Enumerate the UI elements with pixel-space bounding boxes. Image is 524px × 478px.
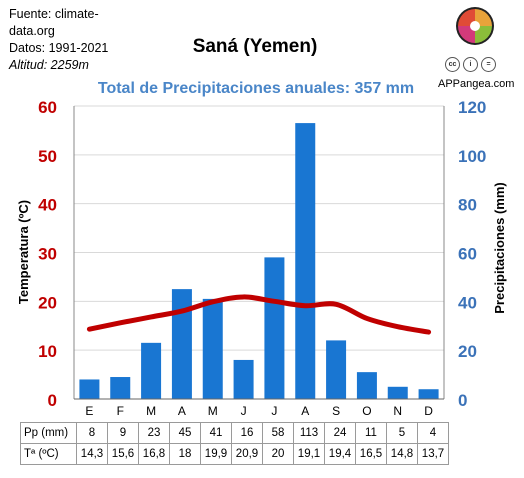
- table-cell: 23: [138, 422, 170, 444]
- y-axis-right-label: Precipitaciones (mm): [492, 182, 507, 314]
- table-cell: 24: [324, 422, 356, 444]
- table-cell: 19,4: [324, 443, 356, 465]
- brand-label: APPangea.com: [438, 78, 515, 90]
- appangea-logo-icon: [456, 7, 494, 45]
- precipitation-bar: [295, 123, 316, 399]
- precipitation-bar: [387, 386, 408, 399]
- temperature-point: [428, 331, 430, 333]
- attribution-icon: i: [463, 57, 478, 72]
- y-right-tick-label: 60: [458, 245, 477, 264]
- table-cell: 41: [200, 422, 232, 444]
- y-right-tick-label: 40: [458, 293, 477, 312]
- chart-subtitle: Total de Precipitaciones anuales: 357 mm: [97, 80, 415, 97]
- table-cell: 20,9: [231, 443, 263, 465]
- temperature-point: [181, 310, 183, 312]
- x-tick-label: M: [146, 404, 156, 418]
- temperature-point: [88, 328, 90, 330]
- x-tick-label: O: [362, 404, 371, 418]
- x-tick-label: M: [208, 404, 218, 418]
- precipitation-bar: [356, 372, 377, 399]
- y-left-tick-label: 0: [48, 391, 57, 410]
- table-cell: 14,8: [386, 443, 418, 465]
- precipitation-bar: [171, 289, 192, 399]
- y-axis-left-label: Temperatura (ºC): [16, 200, 31, 304]
- temperature-point: [304, 305, 306, 307]
- table-cell: 16: [231, 422, 263, 444]
- x-tick-label: D: [424, 404, 433, 418]
- precipitation-bar: [264, 257, 285, 399]
- table-cell: 18: [169, 443, 201, 465]
- y-right-tick-label: 0: [458, 391, 467, 410]
- table-cell: 58: [262, 422, 294, 444]
- table-cell: 13,7: [417, 443, 449, 465]
- precipitation-bar: [110, 377, 131, 399]
- precipitation-bar: [326, 340, 347, 399]
- license-badges: cc i =: [445, 57, 496, 72]
- precipitation-bar: [79, 379, 100, 399]
- temperature-point: [119, 322, 121, 324]
- table-cell: 4: [417, 422, 449, 444]
- x-tick-label: S: [332, 404, 340, 418]
- table-cell: 9: [107, 422, 139, 444]
- y-right-tick-label: 100: [458, 147, 486, 166]
- table-row: Pp (mm) 8 9 23 45 41 16 58 113 24 11 5 4: [20, 422, 449, 444]
- table-row: Tª (ºC) 14,3 15,6 16,8 18 19,9 20,9 20 19,1 19,4 1…: [20, 443, 449, 465]
- table-cell: 14,3: [76, 443, 108, 465]
- temperature-point: [243, 296, 245, 298]
- x-tick-label: J: [241, 404, 247, 418]
- table-cell: 19,9: [200, 443, 232, 465]
- x-tick-label: A: [178, 404, 186, 418]
- y-right-tick-label: 80: [458, 196, 477, 215]
- table-cell: 16,5: [355, 443, 387, 465]
- x-tick-label: E: [85, 404, 93, 418]
- creative-commons-icon: cc: [445, 57, 460, 72]
- source-info: Fuente: climate- data.org Datos: 1991-20…: [9, 6, 127, 74]
- table-cell: 45: [169, 422, 201, 444]
- precipitation-bar: [233, 359, 254, 399]
- precipitation-bar: [418, 389, 439, 399]
- y-left-tick-label: 50: [38, 147, 57, 166]
- x-tick-label: A: [301, 404, 309, 418]
- table-cell: 16,8: [138, 443, 170, 465]
- temperature-point: [150, 316, 152, 318]
- x-tick-label: N: [393, 404, 402, 418]
- source-dates: Datos: 1991-2021: [9, 41, 109, 55]
- table-cell: 15,6: [107, 443, 139, 465]
- source-altitude: Altitud: 2259m: [9, 58, 89, 72]
- precipitation-bar: [141, 342, 162, 399]
- equals-icon: =: [481, 57, 496, 72]
- climate-table: Pp (mm) 8 9 23 45 41 16 58 113 24 11 5 4 Tª (ºC) 14,3 1…: [20, 422, 449, 465]
- row-label: Tª (ºC): [20, 443, 77, 465]
- source-line-2: data.org: [9, 24, 55, 38]
- temperature-point: [397, 326, 399, 328]
- y-left-tick-label: 40: [38, 196, 57, 215]
- temperature-point: [273, 300, 275, 302]
- y-right-tick-label: 120: [458, 98, 486, 117]
- chart-title: Saná (Yemen): [192, 36, 318, 57]
- precipitation-bar: [202, 298, 223, 399]
- x-tick-label: J: [271, 404, 277, 418]
- temperature-line: [86, 294, 432, 335]
- temperature-point: [335, 303, 337, 305]
- table-cell: 19,1: [293, 443, 325, 465]
- y-left-tick-label: 30: [38, 245, 57, 264]
- y-left-tick-label: 20: [38, 293, 57, 312]
- climate-chart: 0 10 20 30 40 50 60 0 20 40 60 80 100 120 E F M A M J J A S O N D…: [16, 98, 507, 418]
- source-line-1: Fuente: climate-: [9, 7, 99, 21]
- table-cell: 8: [76, 422, 108, 444]
- x-tick-label: F: [117, 404, 124, 418]
- y-right-tick-label: 20: [458, 342, 477, 361]
- temperature-point: [366, 317, 368, 319]
- y-left-tick-label: 60: [38, 98, 57, 117]
- table-cell: 5: [386, 422, 418, 444]
- temperature-point: [212, 301, 214, 303]
- y-left-tick-label: 10: [38, 342, 57, 361]
- table-cell: 113: [293, 422, 325, 444]
- row-label: Pp (mm): [20, 422, 77, 444]
- table-cell: 20: [262, 443, 294, 465]
- table-cell: 11: [355, 422, 387, 444]
